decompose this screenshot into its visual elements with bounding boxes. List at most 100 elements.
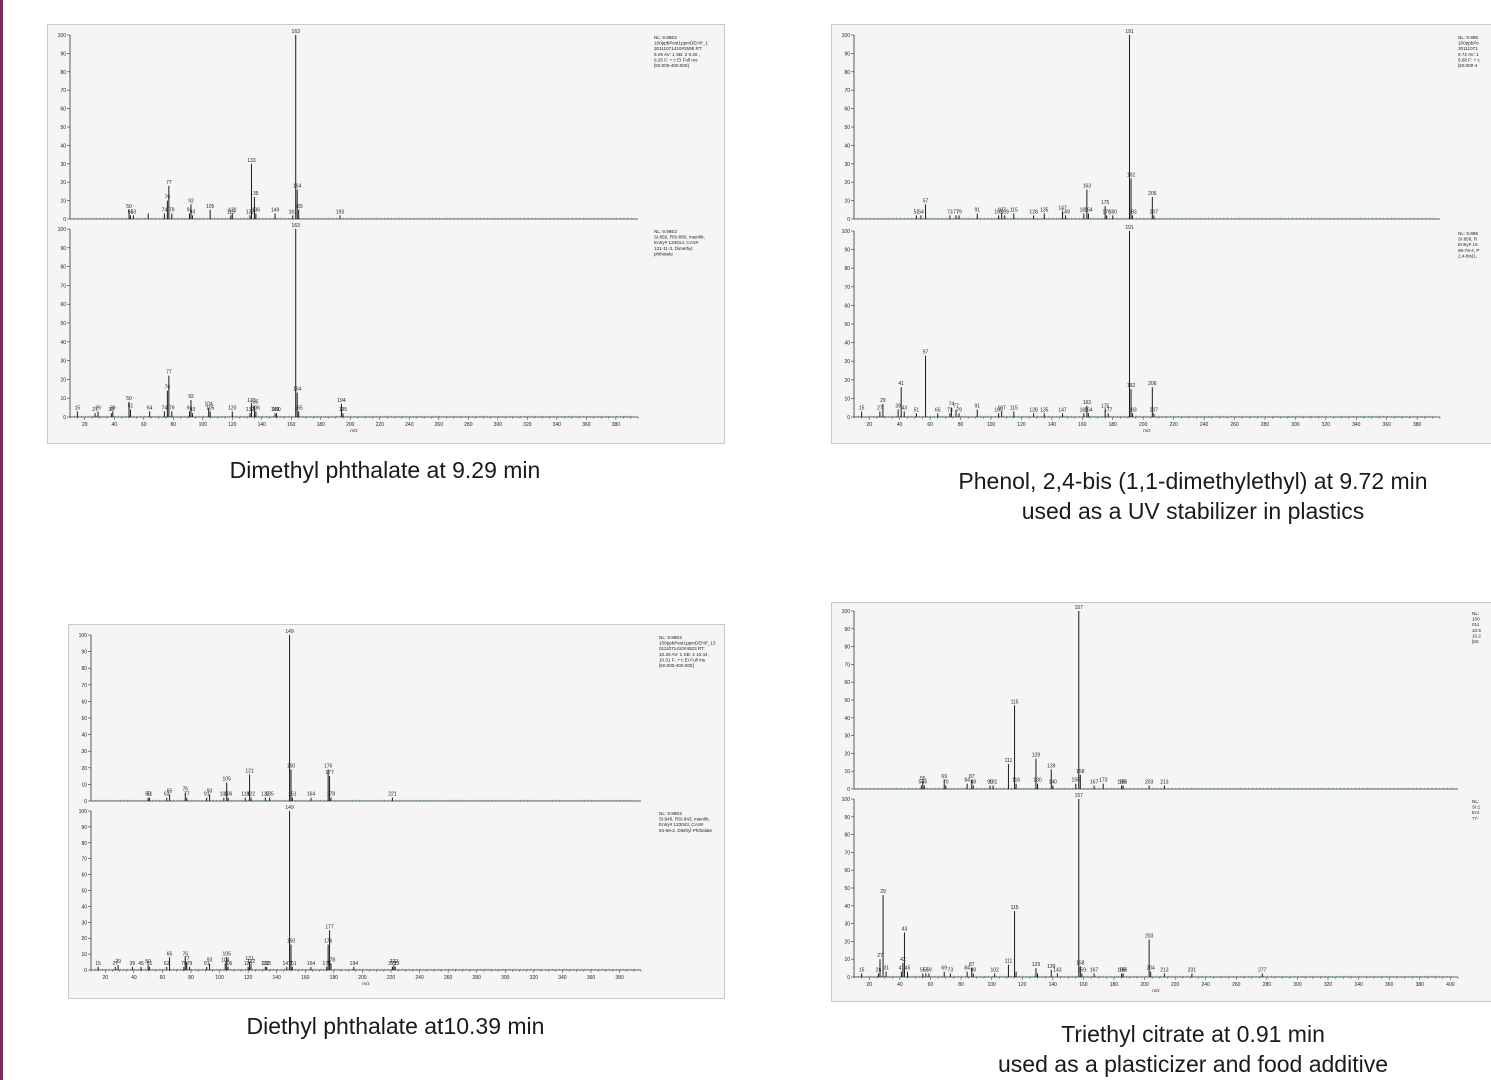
top-y-tick-label: 80 xyxy=(60,70,66,76)
x-tick-label: 140 xyxy=(273,975,282,981)
caption-line-1: Triethyl citrate at 0.91 min xyxy=(1061,1021,1325,1047)
bottom-y-tick-label: 0 xyxy=(847,415,850,421)
bottom-peak-label: 231 xyxy=(1188,967,1197,973)
top-peak-label: 178 xyxy=(327,792,336,798)
top-peak-label: 119 xyxy=(227,209,235,215)
top-info-line: [50. xyxy=(1472,639,1480,644)
top-peak-label: 221 xyxy=(388,792,397,798)
bottom-y-tick-label: 50 xyxy=(844,322,850,328)
bottom-y-tick-label: 40 xyxy=(844,341,850,347)
bottom-peak-label: 15 xyxy=(75,405,81,411)
x-tick-label: 120 xyxy=(228,422,237,428)
top-y-tick-label: 80 xyxy=(844,645,850,651)
top-peak-label: 121 xyxy=(245,768,254,774)
top-peak-label: 191 xyxy=(1125,29,1134,35)
top-peak-label: 132 xyxy=(246,209,255,215)
x-tick-label: 340 xyxy=(1354,982,1363,988)
top-peak-label: 163 xyxy=(1083,184,1092,190)
bottom-y-tick-label: 80 xyxy=(844,266,850,272)
bottom-y-tick-label: 40 xyxy=(844,904,850,910)
x-tick-label: 280 xyxy=(464,422,473,428)
bottom-peak-label: 163 xyxy=(292,223,301,229)
bottom-peak-label: 91 xyxy=(187,405,193,411)
top-peak-label: 77 xyxy=(166,180,172,186)
bottom-peak-label: 150 xyxy=(287,939,296,945)
top-peak-label: 91 xyxy=(204,792,210,798)
bottom-y-tick-label: 0 xyxy=(847,975,850,981)
bottom-y-tick-label: 10 xyxy=(60,396,66,402)
top-peak-label: 139 xyxy=(1047,763,1056,769)
top-peak-label: 91 xyxy=(187,207,193,213)
bottom-peak-label: 194 xyxy=(350,961,359,967)
bottom-peak-label: 27 xyxy=(92,407,98,413)
bottom-peak-label: 77 xyxy=(184,956,190,962)
spectrum-panel-phenol-bis-dimethylethyl: 0 10 20 30 40 50 60 70 80 90 100 51 54 57 73 77 79 91 105 1… xyxy=(831,24,1491,444)
bottom-y-tick-label: 40 xyxy=(60,340,66,346)
top-y-tick-label: 40 xyxy=(81,733,87,739)
x-tick-label: 120 xyxy=(244,975,253,981)
caption-triethyl-citrate: Triethyl citrate at 0.91 min used as a p… xyxy=(905,1019,1481,1079)
top-y-tick-label: 60 xyxy=(844,107,850,113)
top-peak-label: 106 xyxy=(224,792,233,798)
top-y-tick-label: 0 xyxy=(63,217,66,223)
top-peak-label: 54 xyxy=(918,779,924,785)
bottom-peak-label: 74 xyxy=(162,405,168,411)
bottom-peak-label: 204 xyxy=(1146,966,1155,972)
top-peak-label: 149 xyxy=(1061,209,1070,215)
slide-accent-bar xyxy=(0,0,3,1080)
top-peak-label: 150 xyxy=(287,763,296,769)
top-y-tick-label: 70 xyxy=(60,88,66,94)
top-info-line: 011 xyxy=(1472,622,1480,627)
top-y-tick-label: 0 xyxy=(847,217,850,223)
bottom-info-line: Entry# 134614, CAS# xyxy=(654,240,699,245)
top-peak-label: 135 xyxy=(265,792,274,798)
top-peak-label: 140 xyxy=(1049,779,1058,785)
bottom-y-tick-label: 10 xyxy=(81,952,87,958)
x-tick-label: 100 xyxy=(987,982,996,988)
bottom-peak-label: 149 xyxy=(271,407,280,413)
bottom-peak-label: 150 xyxy=(272,407,281,413)
x-tick-label: 360 xyxy=(582,422,591,428)
top-y-tick-label: 20 xyxy=(81,766,87,772)
top-y-tick-label: 100 xyxy=(79,633,88,639)
x-tick-label: 240 xyxy=(1202,982,1211,988)
bottom-peak-label: 93 xyxy=(190,407,196,413)
top-peak-label: 177 xyxy=(325,770,334,776)
bottom-peak-label: 41 xyxy=(898,381,904,387)
top-peak-label: 101 xyxy=(989,779,998,785)
bottom-y-tick-label: 50 xyxy=(844,886,850,892)
x-tick-label: 40 xyxy=(111,422,117,428)
top-peak-label: 93 xyxy=(190,209,196,215)
bottom-peak-label: 222 xyxy=(390,959,399,965)
bottom-peak-label: 43 xyxy=(901,405,907,411)
bottom-y-tick-label: 20 xyxy=(844,378,850,384)
x-tick-label: 320 xyxy=(1324,982,1333,988)
x-tick-label: 380 xyxy=(1413,422,1422,428)
bottom-peak-label: 29 xyxy=(880,889,886,895)
bottom-peak-label: 157 xyxy=(1075,793,1084,799)
top-y-tick-label: 30 xyxy=(844,734,850,740)
top-peak-label: 180 xyxy=(1109,209,1118,215)
bottom-peak-label: 105 xyxy=(223,951,232,957)
bottom-peak-label: 50 xyxy=(145,959,151,965)
top-peak-label: 165 xyxy=(295,204,304,210)
bottom-peak-label: 76 xyxy=(183,951,189,957)
top-peak-label: 164 xyxy=(1084,207,1093,213)
top-info-line: 30111071 xyxy=(1458,46,1478,51)
top-peak-label: 51 xyxy=(914,209,920,215)
top-y-tick-label: 70 xyxy=(844,662,850,668)
bottom-peak-label: 102 xyxy=(991,967,1000,973)
x-tick-label: 220 xyxy=(387,975,396,981)
top-info-line: NL: 9.88E2 xyxy=(654,35,677,40)
bottom-y-tick-label: 0 xyxy=(84,968,87,974)
bottom-peak-label: 65 xyxy=(935,407,941,413)
bottom-peak-label: 185 xyxy=(1117,967,1126,973)
bottom-peak-label: 41 xyxy=(899,966,905,972)
bottom-peak-label: 175 xyxy=(1101,404,1110,410)
bottom-peak-label: 51 xyxy=(128,403,134,409)
top-peak-label: 88 xyxy=(970,779,976,785)
top-peak-label: 133 xyxy=(247,158,256,164)
x-tick-label: 40 xyxy=(131,975,137,981)
x-tick-label: 400 xyxy=(1446,982,1455,988)
